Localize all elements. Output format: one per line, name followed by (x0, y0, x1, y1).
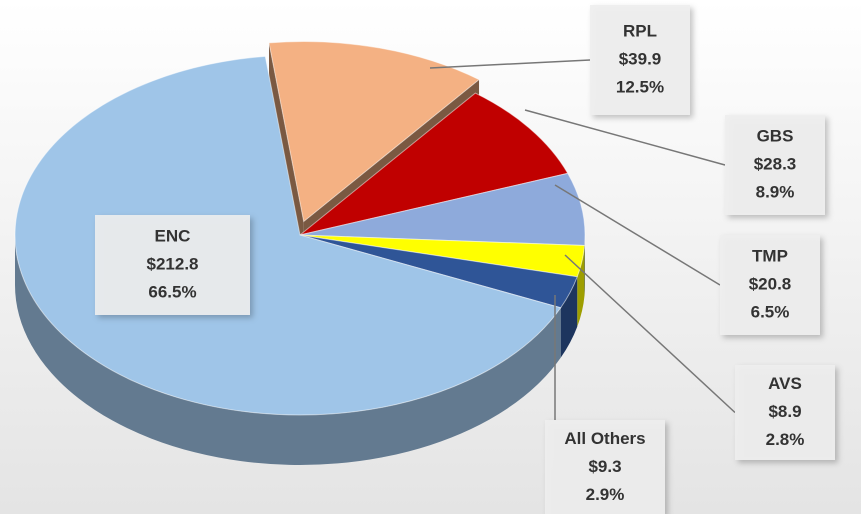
slice-side (15, 235, 561, 465)
label-name: TMP (752, 246, 788, 265)
slice (14, 55, 562, 416)
label-amount: $28.3 (754, 154, 797, 173)
leader-line (564, 254, 736, 414)
label-percent: 2.9% (586, 485, 625, 504)
slice (299, 92, 569, 236)
slice (299, 172, 586, 247)
slice (268, 41, 480, 223)
label-name: GBS (757, 126, 794, 145)
label-amount: $9.3 (588, 457, 621, 476)
slice-side (577, 245, 585, 327)
label-name: AVS (768, 374, 802, 393)
label-percent: 2.8% (766, 430, 805, 449)
label-percent: 12.5% (616, 77, 664, 96)
label-percent: 6.5% (751, 302, 790, 321)
label-amount: $20.8 (749, 274, 792, 293)
label-name: All Others (564, 429, 645, 448)
label-box (735, 365, 835, 460)
leader-line (554, 184, 721, 286)
label-box (545, 420, 665, 514)
label-box (590, 5, 690, 115)
leader-line (524, 109, 726, 166)
label-amount: $8.9 (768, 402, 801, 421)
label-percent: 66.5% (148, 282, 196, 301)
label-percent: 8.9% (756, 182, 795, 201)
label-amount: $39.9 (619, 49, 662, 68)
label-name: ENC (155, 226, 191, 245)
slice-side (560, 276, 578, 358)
leader-line (429, 59, 591, 69)
label-box (725, 115, 825, 215)
label-box (720, 235, 820, 335)
label-name: RPL (623, 21, 657, 40)
label-box (95, 215, 250, 315)
label-amount: $212.8 (147, 254, 199, 273)
